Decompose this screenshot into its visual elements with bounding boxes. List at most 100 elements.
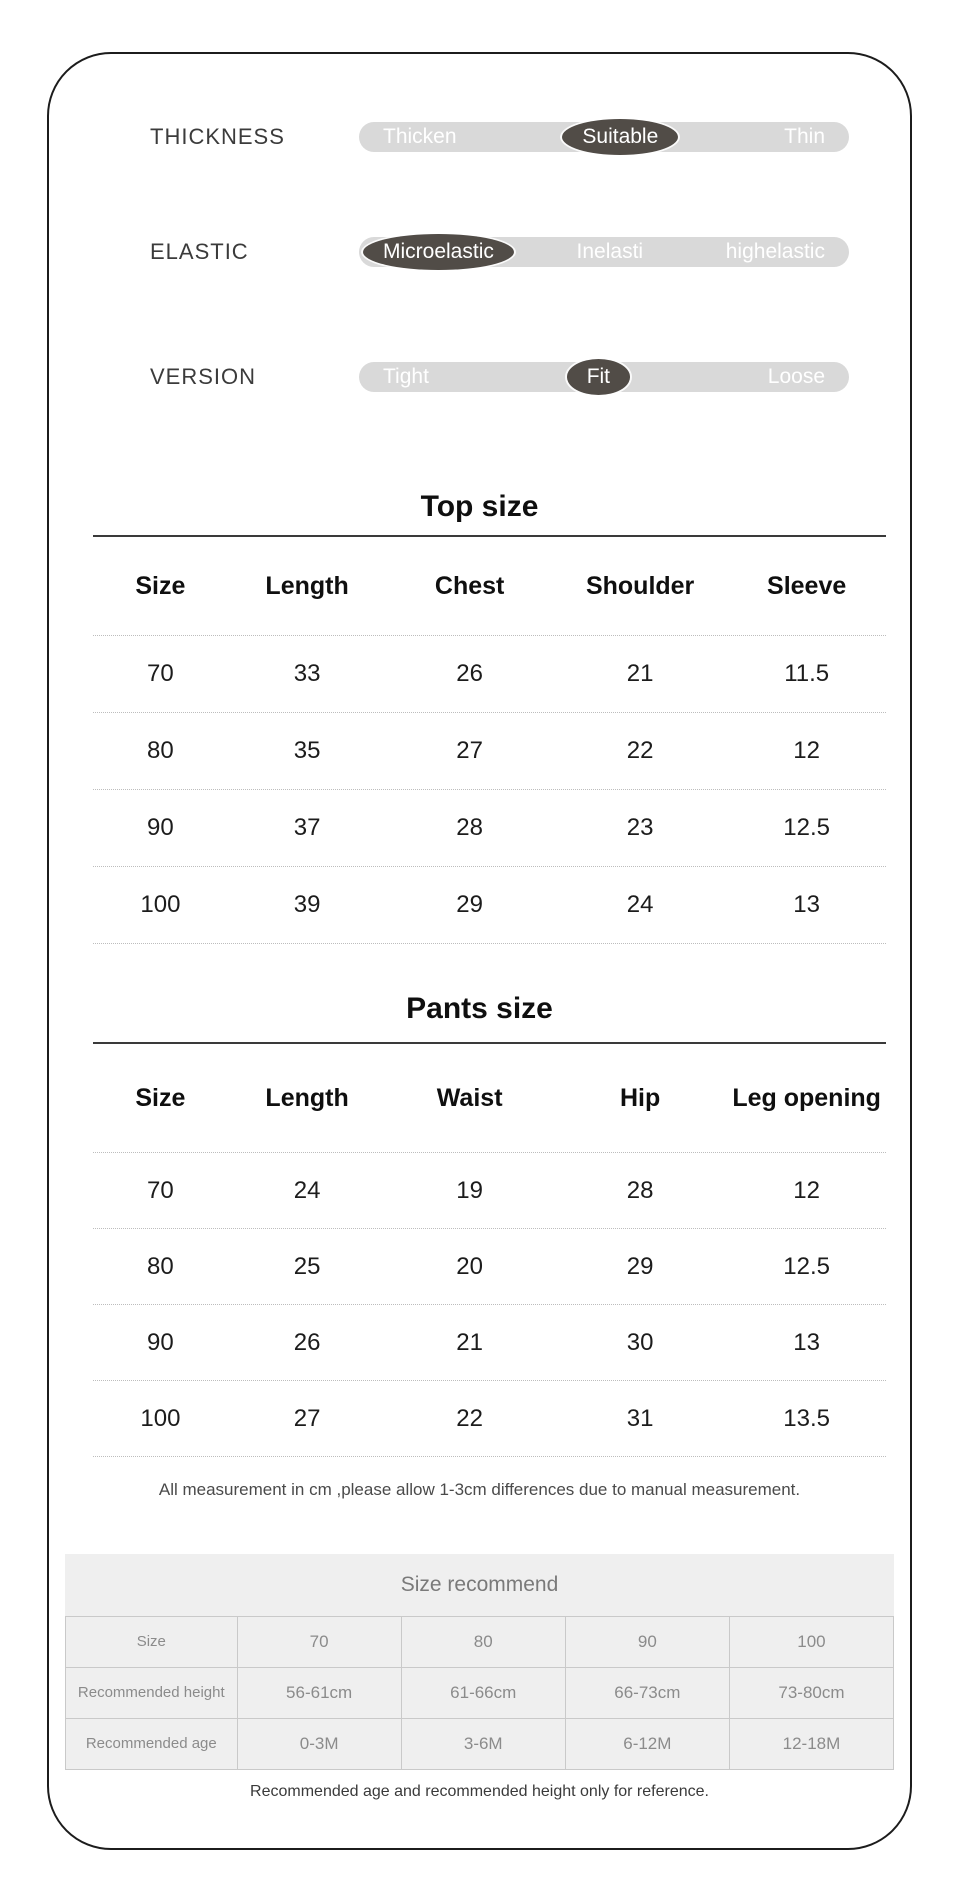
table-cell: 90	[564, 1616, 730, 1668]
column-header: Length	[265, 571, 349, 600]
table-row: 90 37 28 23 12.5	[93, 789, 886, 866]
elastic-label: ELASTIC	[150, 239, 249, 264]
table-cell: 100	[728, 1616, 895, 1668]
table-cell: 13.5	[783, 1404, 831, 1432]
column-header: Length	[265, 1083, 349, 1112]
table-cell: 11.5	[784, 660, 830, 687]
table-row: 100 39 29 24 13	[93, 866, 886, 944]
size-recommend-title: Size recommend	[400, 1573, 559, 1596]
table-cell: 33	[293, 660, 321, 687]
pants-size-header-row: Size Length Waist Hip Leg opening	[93, 1044, 886, 1152]
table-cell: 21	[626, 660, 654, 687]
table-cell: 6-12M	[564, 1718, 730, 1770]
table-cell: 70	[147, 660, 174, 687]
option-thin: Thin	[784, 125, 825, 148]
table-cell: 27	[456, 737, 483, 764]
size-recommend-section: Size recommend Size 70 80 90 100 Recomme…	[65, 1554, 895, 1770]
option-highelastic: highelastic	[725, 240, 825, 263]
table-cell: 100	[140, 1404, 181, 1432]
table-cell: 13	[793, 1328, 820, 1356]
table-cell: 28	[626, 1176, 654, 1204]
attribute-row-version: VERSION Tight Fit Loose	[49, 359, 910, 395]
size-chart-card: THICKNESS Thicken Suitable Thin ELASTIC …	[47, 52, 912, 1850]
table-cell: 70	[147, 1176, 174, 1204]
table-cell: 25	[293, 1252, 321, 1280]
table-cell: 24	[293, 1176, 321, 1204]
attribute-row-thickness: THICKNESS Thicken Suitable Thin	[49, 119, 910, 155]
row-label: Recommended age	[65, 1718, 238, 1770]
row-label: Recommended height	[65, 1667, 238, 1719]
option-thicken: Thicken	[383, 125, 457, 148]
table-cell: 90	[147, 814, 174, 841]
table-cell: 22	[456, 1404, 483, 1432]
table-row: 80 25 20 29 12.5	[93, 1228, 886, 1304]
table-cell: 73-80cm	[728, 1667, 895, 1719]
pants-size-table: Size Length Waist Hip Leg opening 70 24 …	[93, 1044, 886, 1457]
option-suitable-selected: Suitable	[562, 119, 679, 155]
table-row: Recommended height 56-61cm 61-66cm 66-73…	[65, 1667, 895, 1719]
table-cell: 12.5	[783, 1252, 831, 1280]
table-cell: 80	[400, 1616, 566, 1668]
option-loose: Loose	[767, 365, 825, 388]
table-cell: 19	[456, 1176, 483, 1204]
table-cell: 12	[793, 1176, 820, 1204]
table-cell: 37	[293, 814, 321, 841]
column-header: Size	[135, 1083, 186, 1112]
table-row: 80 35 27 22 12	[93, 712, 886, 789]
reference-note: Recommended age and recommended height o…	[250, 1783, 709, 1800]
column-header: Waist	[436, 1083, 503, 1112]
table-cell: 3-6M	[400, 1718, 566, 1770]
table-cell: 12	[793, 737, 820, 764]
table-row: 90 26 21 30 13	[93, 1304, 886, 1380]
table-cell: 20	[456, 1252, 483, 1280]
row-label: Size	[65, 1616, 238, 1668]
table-cell: 27	[293, 1404, 321, 1432]
size-recommend-table: Size 70 80 90 100 Recommended height 56-…	[65, 1616, 895, 1770]
table-cell: 22	[626, 737, 654, 764]
option-tight: Tight	[383, 365, 429, 388]
table-row: Recommended age 0-3M 3-6M 6-12M 12-18M	[65, 1718, 895, 1770]
thickness-label: THICKNESS	[150, 124, 285, 149]
top-size-header-row: Size Length Chest Shoulder Sleeve	[93, 537, 886, 635]
table-cell: 24	[626, 891, 654, 918]
table-cell: 26	[456, 660, 483, 687]
table-cell: 61-66cm	[400, 1667, 566, 1719]
option-inelasti: Inelasti	[576, 240, 644, 263]
pants-size-divider	[93, 1042, 886, 1044]
table-cell: 100	[140, 891, 181, 918]
top-size-title: Top size	[420, 490, 539, 523]
table-cell: 26	[293, 1328, 321, 1356]
top-size-divider	[93, 535, 886, 537]
top-size-table: Size Length Chest Shoulder Sleeve 70 33 …	[93, 537, 886, 944]
table-cell: 39	[293, 891, 321, 918]
table-cell: 30	[626, 1328, 654, 1356]
column-header: Hip	[619, 1083, 661, 1112]
version-scale-bar: Tight Fit Loose	[359, 359, 849, 395]
elastic-scale-bar: Microelastic Inelasti highelastic	[359, 234, 849, 270]
table-cell: 12.5	[783, 814, 831, 841]
attribute-row-elastic: ELASTIC Microelastic Inelasti highelasti…	[49, 234, 910, 270]
table-cell: 66-73cm	[564, 1667, 730, 1719]
table-cell: 13	[793, 891, 820, 918]
table-row: 100 27 22 31 13.5	[93, 1380, 886, 1457]
table-cell: 12-18M	[728, 1718, 895, 1770]
column-header: Sleeve	[767, 571, 847, 600]
table-row: Size 70 80 90 100	[65, 1616, 895, 1668]
table-cell: 70	[236, 1616, 402, 1668]
column-header: Shoulder	[585, 571, 695, 600]
table-cell: 23	[626, 814, 654, 841]
option-microelastic-selected: Microelastic	[363, 234, 514, 270]
thickness-scale-bar: Thicken Suitable Thin	[359, 119, 849, 155]
table-cell: 21	[456, 1328, 483, 1356]
table-cell: 0-3M	[236, 1718, 402, 1770]
table-row: 70 24 19 28 12	[93, 1152, 886, 1228]
pants-size-title: Pants size	[406, 992, 553, 1025]
column-header: Chest	[434, 571, 505, 600]
table-cell: 80	[147, 737, 174, 764]
table-cell: 29	[626, 1252, 654, 1280]
column-header: Leg opening	[732, 1083, 881, 1112]
option-fit-selected: Fit	[566, 359, 631, 395]
table-cell: 28	[456, 814, 483, 841]
table-cell: 29	[456, 891, 483, 918]
table-cell: 56-61cm	[236, 1667, 402, 1719]
